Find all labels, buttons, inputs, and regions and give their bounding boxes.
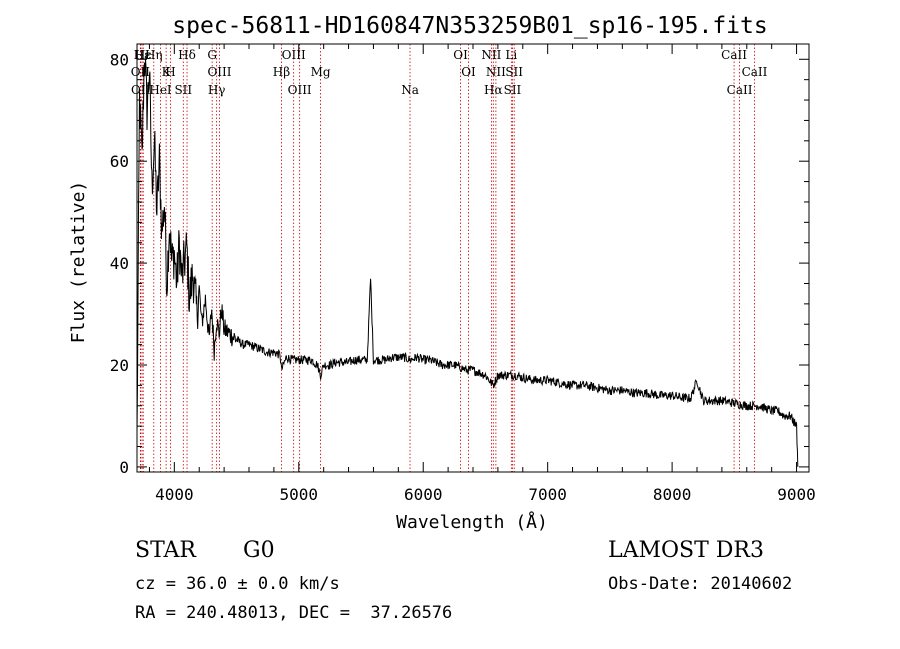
line-marker-label: OIII xyxy=(288,83,312,97)
spectrum-line xyxy=(136,58,799,467)
line-marker-label: CaII xyxy=(727,83,753,97)
object-class: STAR xyxy=(135,538,196,563)
line-marker-label: Mg xyxy=(311,65,331,79)
y-axis: 0 20 40 60 80 xyxy=(110,50,809,477)
redshift-text: cz = 36.0 ± 0.0 km/s xyxy=(135,574,340,594)
obs-date-text: Obs-Date: 20140602 xyxy=(608,574,793,594)
line-marker-label: Hε xyxy=(135,48,152,62)
line-marker-label: OI xyxy=(461,65,476,79)
x-tick-label: 4000 xyxy=(155,485,194,504)
line-marker-label: Hε xyxy=(134,48,151,62)
line-marker-label: Li xyxy=(505,48,517,62)
line-marker-label: SII xyxy=(505,65,523,79)
line-marker-label: OIII xyxy=(207,65,231,79)
y-axis-label: Flux (relative) xyxy=(68,181,89,344)
x-axis-label: Wavelength (Å) xyxy=(396,511,548,533)
line-marker-label: G xyxy=(207,48,217,62)
x-tick-label: 5000 xyxy=(280,485,319,504)
line-marker-label: NII xyxy=(486,65,506,79)
line-marker-label: CaII xyxy=(742,65,768,79)
x-tick-label: 9000 xyxy=(777,485,816,504)
line-marker-label: OI xyxy=(453,48,468,62)
y-tick-label: 80 xyxy=(110,50,129,69)
line-marker-label: SII xyxy=(504,83,522,97)
line-marker-label: Na xyxy=(401,83,419,97)
line-marker-label: OII xyxy=(131,65,151,79)
y-tick-label: 20 xyxy=(110,356,129,375)
y-tick-label: 60 xyxy=(110,152,129,171)
line-marker-label: Hγ xyxy=(208,83,226,97)
line-marker-label: SII xyxy=(174,83,192,97)
chart-title: spec-56811-HD160847N353259B01_sp16-195.f… xyxy=(172,13,767,39)
plot-area xyxy=(136,43,810,473)
line-marker-label: CaII xyxy=(721,48,747,62)
x-tick-label: 6000 xyxy=(404,485,443,504)
x-axis: 4000 5000 6000 7000 8000 9000 xyxy=(148,44,816,504)
line-marker-labels: HεOIIOIIHεKHeIHηHSIIHδOIIIHγGHβOIIIOIIIM… xyxy=(131,48,768,97)
plot-frame xyxy=(136,43,810,473)
line-marker-label: Hη xyxy=(145,48,163,62)
line-marker-label: H xyxy=(165,65,175,79)
coordinates-text: RA = 240.48013, DEC = 37.26576 xyxy=(135,603,453,623)
y-tick-label: 40 xyxy=(110,254,129,273)
line-marker-label: Hα xyxy=(484,83,503,97)
line-markers xyxy=(139,44,755,472)
line-marker-label: Hδ xyxy=(178,48,196,62)
line-marker-label: Hβ xyxy=(273,65,290,79)
line-marker-label: OII xyxy=(131,83,151,97)
line-marker-label: HeI xyxy=(149,83,172,97)
line-marker-label: OIII xyxy=(282,48,306,62)
y-tick-label: 0 xyxy=(119,458,129,477)
spectral-subclass: G0 xyxy=(243,538,275,563)
x-tick-label: 8000 xyxy=(653,485,692,504)
line-marker-label: NII xyxy=(481,48,501,62)
line-marker-label: K xyxy=(162,65,172,79)
survey-name: LAMOST DR3 xyxy=(608,538,764,563)
x-tick-label: 7000 xyxy=(528,485,567,504)
